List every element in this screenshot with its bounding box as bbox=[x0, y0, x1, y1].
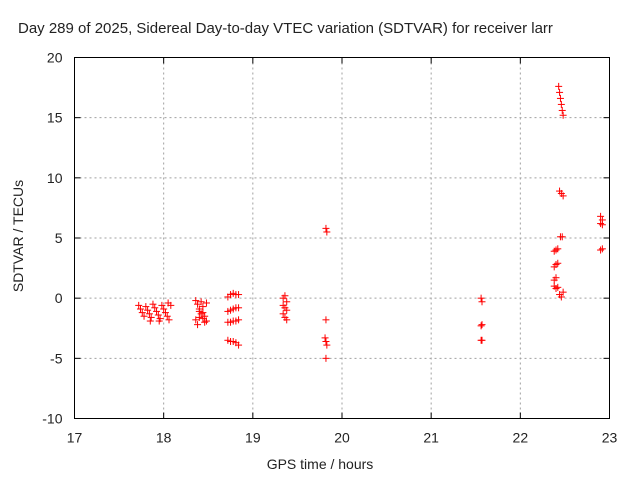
data-point bbox=[554, 283, 562, 291]
data-point bbox=[142, 303, 150, 311]
data-point bbox=[322, 337, 330, 345]
data-point bbox=[161, 309, 169, 317]
x-tick-label: 17 bbox=[67, 430, 83, 446]
x-tick-label: 22 bbox=[513, 430, 529, 446]
data-point bbox=[163, 312, 171, 320]
data-point bbox=[552, 274, 560, 282]
data-point bbox=[164, 299, 172, 307]
data-point bbox=[558, 233, 566, 241]
data-point bbox=[192, 316, 200, 324]
data-point bbox=[555, 82, 563, 90]
data-point bbox=[145, 310, 153, 318]
data-point bbox=[558, 106, 566, 114]
data-point bbox=[201, 312, 209, 320]
data-point bbox=[235, 304, 243, 312]
data-point bbox=[552, 260, 560, 268]
data-point bbox=[235, 316, 243, 324]
y-tick-label: 5 bbox=[55, 230, 63, 246]
data-point bbox=[195, 313, 203, 321]
data-point bbox=[598, 245, 606, 253]
data-point bbox=[598, 221, 606, 229]
data-point bbox=[135, 301, 143, 309]
data-point bbox=[136, 305, 144, 313]
data-point bbox=[283, 298, 291, 306]
data-point bbox=[202, 299, 210, 307]
data-point bbox=[322, 316, 330, 324]
data-point bbox=[559, 192, 567, 200]
data-point bbox=[559, 288, 567, 296]
data-point bbox=[153, 307, 161, 315]
x-tick-label: 21 bbox=[423, 430, 439, 446]
data-point bbox=[323, 228, 331, 236]
data-point bbox=[235, 291, 243, 299]
data-point bbox=[552, 285, 560, 293]
data-points bbox=[135, 82, 606, 362]
x-tick-label: 19 bbox=[245, 430, 261, 446]
data-point bbox=[477, 294, 485, 302]
data-point bbox=[160, 305, 168, 313]
plot-frame bbox=[74, 57, 610, 419]
y-tick-label: -10 bbox=[42, 411, 62, 427]
data-point bbox=[194, 300, 202, 308]
data-point bbox=[197, 298, 205, 306]
y-tick-label: 0 bbox=[55, 290, 63, 306]
data-point bbox=[322, 224, 330, 232]
data-point bbox=[201, 318, 209, 326]
data-point bbox=[556, 88, 564, 96]
data-point bbox=[478, 298, 486, 306]
data-point bbox=[321, 334, 329, 342]
x-tick-label: 18 bbox=[156, 430, 172, 446]
data-point bbox=[557, 293, 565, 301]
data-point bbox=[202, 317, 210, 325]
axis-ticks: 17 18 19 20 21 22 23 -10 -5 0 5 10 15 20 bbox=[42, 50, 617, 446]
data-point bbox=[154, 311, 162, 319]
data-point bbox=[478, 321, 486, 329]
data-point bbox=[550, 247, 558, 255]
data-point bbox=[144, 306, 152, 314]
data-point bbox=[146, 317, 154, 325]
data-point bbox=[477, 322, 485, 330]
data-point bbox=[597, 220, 605, 228]
data-point bbox=[283, 306, 291, 314]
x-axis-label: GPS time / hours bbox=[266, 456, 374, 472]
data-point bbox=[557, 100, 565, 108]
data-point bbox=[597, 212, 605, 220]
data-point bbox=[552, 246, 560, 254]
x-tick-label: 23 bbox=[602, 430, 618, 446]
y-tick-label: 20 bbox=[47, 50, 63, 66]
data-point bbox=[554, 259, 562, 267]
data-point bbox=[194, 321, 202, 329]
data-point bbox=[597, 246, 605, 254]
y-tick-label: -5 bbox=[50, 350, 63, 366]
grid-lines bbox=[74, 57, 610, 419]
chart-title: Day 289 of 2025, Sidereal Day-to-day VTE… bbox=[18, 20, 553, 37]
data-point bbox=[149, 300, 157, 308]
x-tick-label: 20 bbox=[334, 430, 350, 446]
data-point bbox=[556, 94, 564, 102]
data-point bbox=[199, 303, 207, 311]
y-axis-label: SDTVAR / TECUs bbox=[10, 179, 26, 293]
data-point bbox=[235, 341, 243, 349]
data-point bbox=[140, 312, 148, 320]
data-point bbox=[323, 341, 331, 349]
data-point bbox=[195, 307, 203, 315]
data-point bbox=[165, 316, 173, 324]
data-point bbox=[151, 304, 159, 312]
data-point bbox=[478, 336, 486, 344]
data-point bbox=[322, 354, 330, 362]
data-point bbox=[283, 316, 291, 324]
y-tick-label: 15 bbox=[47, 110, 63, 126]
data-point bbox=[155, 317, 163, 325]
data-point bbox=[199, 309, 207, 317]
data-point bbox=[554, 245, 562, 253]
data-point bbox=[559, 111, 567, 119]
y-tick-label: 10 bbox=[47, 170, 63, 186]
data-point bbox=[192, 297, 200, 305]
data-point bbox=[138, 309, 146, 317]
data-point bbox=[281, 292, 289, 300]
data-point bbox=[147, 313, 155, 321]
data-point bbox=[158, 301, 166, 309]
data-point bbox=[279, 310, 287, 318]
